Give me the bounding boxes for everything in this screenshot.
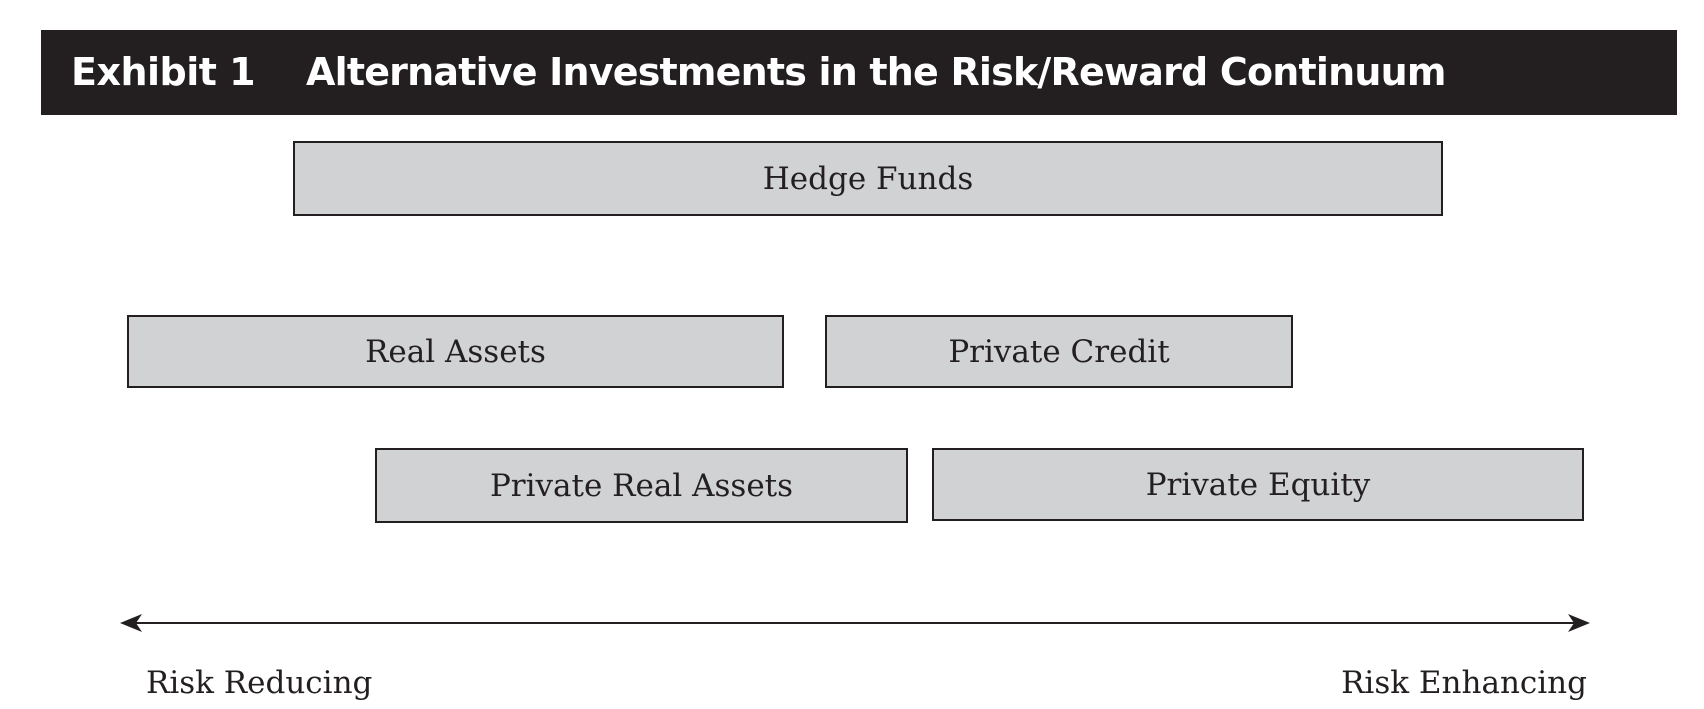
private-credit-box: Private Credit xyxy=(825,315,1293,388)
risk-enhancing-label: Risk Enhancing xyxy=(1341,665,1587,701)
private-equity-box: Private Equity xyxy=(932,448,1584,521)
real-assets-box: Real Assets xyxy=(127,315,784,388)
left-arrowhead-icon xyxy=(120,614,142,632)
right-arrowhead-icon xyxy=(1568,614,1590,632)
private-real-assets-box: Private Real Assets xyxy=(375,448,908,523)
exhibit-number: Exhibit 1 xyxy=(71,50,256,94)
risk-reducing-label: Risk Reducing xyxy=(146,665,373,701)
risk-axis-arrow xyxy=(120,614,1590,632)
exhibit-header: Exhibit 1 Alternative Investments in the… xyxy=(41,30,1677,115)
exhibit-title: Alternative Investments in the Risk/Rewa… xyxy=(306,50,1446,94)
hedge-funds-box: Hedge Funds xyxy=(293,141,1443,216)
